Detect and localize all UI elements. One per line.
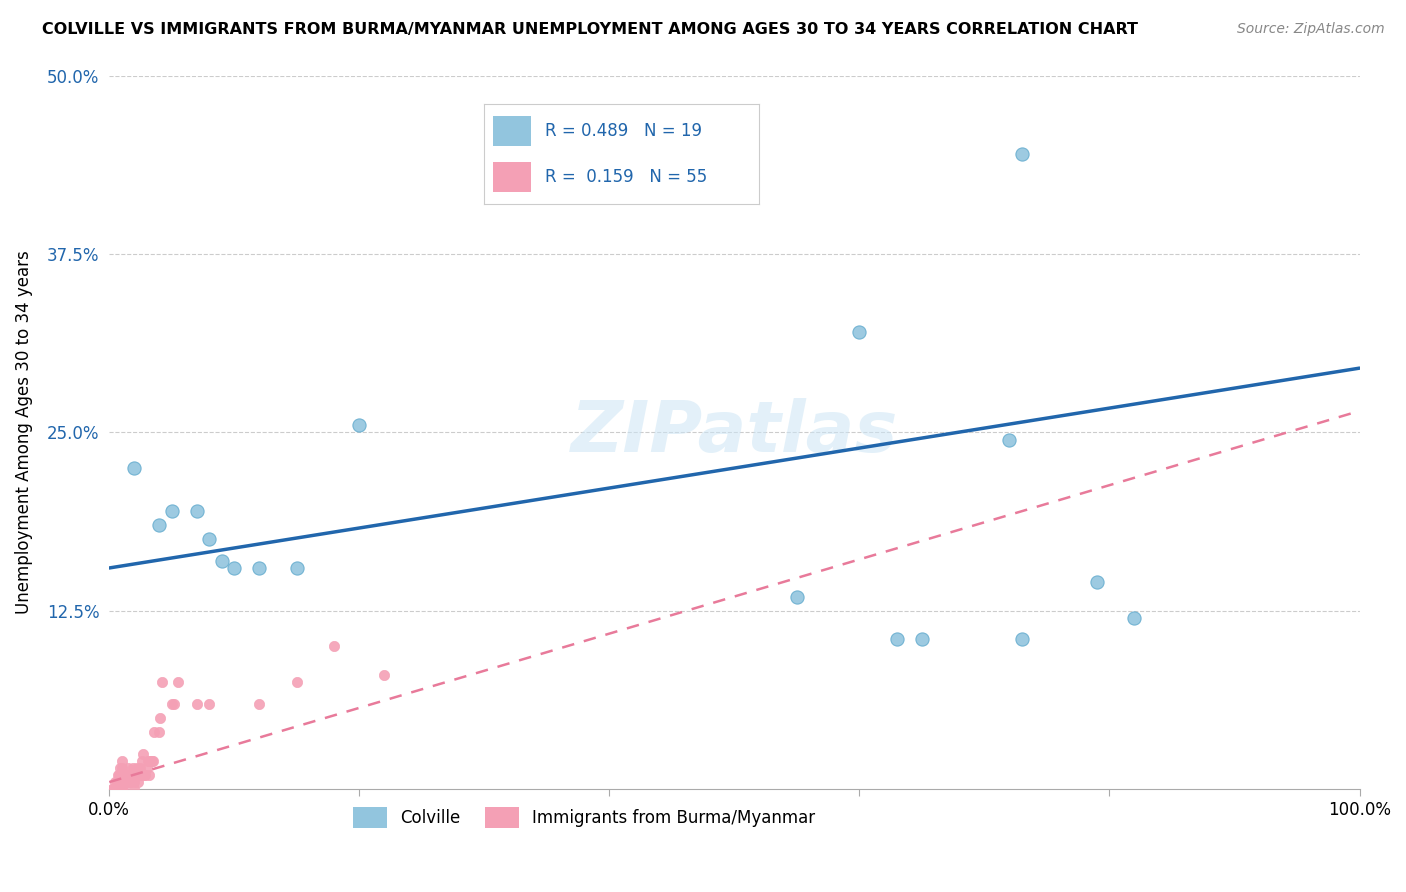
Point bbox=[167, 675, 190, 690]
Point bbox=[285, 561, 308, 575]
Point bbox=[886, 632, 908, 647]
Point bbox=[142, 754, 165, 768]
Point bbox=[160, 504, 183, 518]
Text: Source: ZipAtlas.com: Source: ZipAtlas.com bbox=[1237, 22, 1385, 37]
Point bbox=[1085, 575, 1108, 590]
Legend: Colville, Immigrants from Burma/Myanmar: Colville, Immigrants from Burma/Myanmar bbox=[347, 801, 823, 834]
Point bbox=[129, 768, 152, 782]
Point bbox=[373, 668, 395, 682]
Point bbox=[1123, 611, 1146, 625]
Point bbox=[114, 775, 136, 789]
Point bbox=[111, 754, 134, 768]
Point bbox=[143, 725, 166, 739]
Point bbox=[118, 775, 141, 789]
Point bbox=[132, 747, 155, 761]
Point bbox=[100, 782, 122, 797]
Text: COLVILLE VS IMMIGRANTS FROM BURMA/MYANMAR UNEMPLOYMENT AMONG AGES 30 TO 34 YEARS: COLVILLE VS IMMIGRANTS FROM BURMA/MYANMA… bbox=[42, 22, 1139, 37]
Point bbox=[163, 697, 186, 711]
Point bbox=[224, 561, 246, 575]
Point bbox=[125, 761, 148, 775]
Point bbox=[848, 326, 870, 340]
Point bbox=[160, 697, 183, 711]
Y-axis label: Unemployment Among Ages 30 to 34 years: Unemployment Among Ages 30 to 34 years bbox=[15, 251, 32, 615]
Point bbox=[131, 754, 153, 768]
Point bbox=[134, 768, 156, 782]
Point bbox=[211, 554, 233, 568]
Point bbox=[136, 754, 159, 768]
Point bbox=[139, 754, 162, 768]
Point bbox=[186, 504, 208, 518]
Point bbox=[285, 675, 308, 690]
Point bbox=[104, 775, 127, 789]
Point bbox=[117, 761, 139, 775]
Point bbox=[112, 775, 135, 789]
Point bbox=[198, 533, 221, 547]
Point bbox=[115, 775, 138, 789]
Point bbox=[141, 754, 163, 768]
Point bbox=[104, 782, 127, 797]
Point bbox=[117, 768, 139, 782]
Point bbox=[149, 711, 172, 725]
Point bbox=[108, 768, 131, 782]
Point bbox=[134, 768, 156, 782]
Point bbox=[150, 675, 173, 690]
Point bbox=[112, 768, 135, 782]
Point bbox=[101, 782, 124, 797]
Point bbox=[122, 775, 145, 789]
Point bbox=[122, 761, 145, 775]
Point bbox=[105, 775, 128, 789]
Point bbox=[122, 461, 145, 475]
Point bbox=[1011, 147, 1033, 161]
Point bbox=[128, 768, 150, 782]
Point bbox=[122, 782, 145, 797]
Point bbox=[198, 697, 221, 711]
Point bbox=[998, 433, 1021, 447]
Point bbox=[138, 768, 160, 782]
Point bbox=[110, 761, 132, 775]
Point bbox=[349, 418, 371, 433]
Point bbox=[247, 697, 270, 711]
Point bbox=[135, 761, 157, 775]
Point bbox=[247, 561, 270, 575]
Point bbox=[127, 775, 149, 789]
Point bbox=[1011, 632, 1033, 647]
Point bbox=[129, 761, 152, 775]
Point bbox=[148, 725, 170, 739]
Point bbox=[911, 632, 934, 647]
Point bbox=[124, 768, 146, 782]
Point bbox=[125, 768, 148, 782]
Point bbox=[111, 761, 134, 775]
Point bbox=[186, 697, 208, 711]
Point bbox=[148, 518, 170, 533]
Text: ZIPatlas: ZIPatlas bbox=[571, 398, 898, 467]
Point bbox=[323, 640, 346, 654]
Point bbox=[111, 782, 134, 797]
Point bbox=[121, 768, 143, 782]
Point bbox=[786, 590, 808, 604]
Point bbox=[107, 768, 129, 782]
Point bbox=[120, 775, 142, 789]
Point bbox=[111, 782, 134, 797]
Point bbox=[103, 782, 125, 797]
